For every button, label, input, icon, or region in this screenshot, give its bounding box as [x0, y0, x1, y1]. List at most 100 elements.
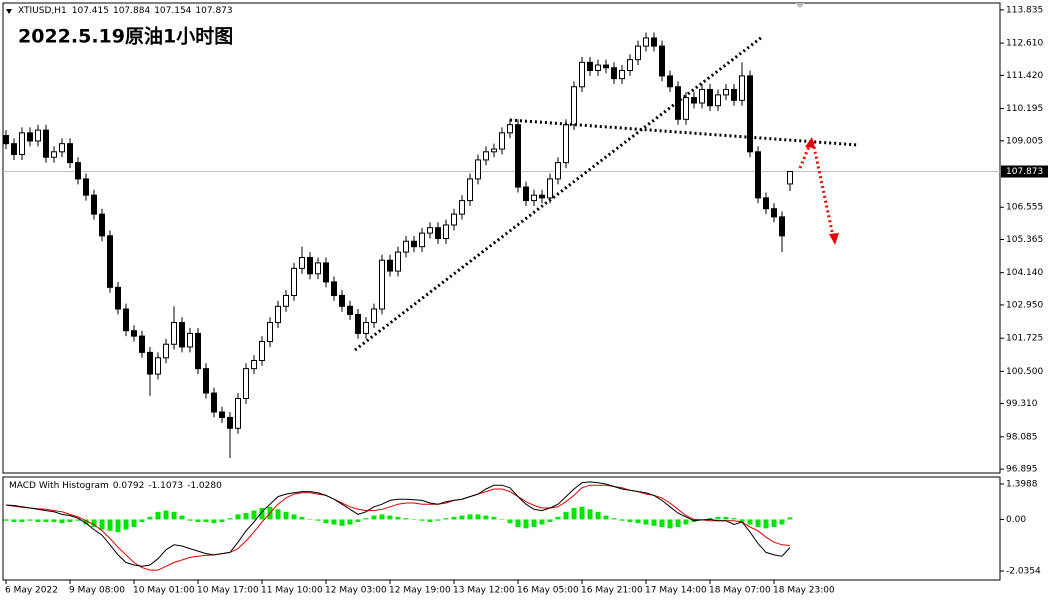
candle-body — [483, 151, 489, 161]
x-tick-label: 10 May 01:00 — [133, 586, 195, 596]
macd-line — [5, 481, 791, 567]
histogram-bar — [371, 515, 377, 520]
candle-body — [43, 129, 49, 158]
candle-body — [347, 305, 353, 315]
candle-body — [131, 330, 137, 337]
candle-body — [243, 368, 249, 399]
histogram-bar — [611, 518, 617, 520]
candle-body — [467, 178, 473, 202]
y-tick-label: 113.835 — [1006, 5, 1043, 15]
y-tick-label: 1.3988 — [1006, 479, 1038, 489]
macd-title: MACD With Histogram — [9, 481, 109, 491]
histogram-bar — [531, 519, 537, 528]
candle-body — [763, 197, 769, 210]
candle-body — [539, 194, 545, 199]
x-tick-label: 6 May 2022 — [5, 586, 58, 596]
candle-body — [515, 124, 521, 188]
histogram-bar — [51, 519, 57, 522]
histogram-bar — [651, 519, 657, 526]
candle-body — [283, 294, 289, 307]
annotations — [354, 35, 859, 352]
histogram-bar — [619, 519, 625, 521]
candle-body — [299, 257, 305, 269]
candle-body — [643, 37, 649, 47]
histogram-bar — [483, 515, 489, 520]
candle-body — [419, 232, 425, 248]
y-tick-label: 109.005 — [1006, 136, 1043, 146]
candle-body — [203, 368, 209, 394]
histogram-bar — [27, 519, 33, 521]
last-price-label: 107.873 — [1006, 167, 1043, 177]
last-close: 107.873 — [195, 6, 232, 16]
histogram-bar — [427, 519, 433, 522]
y-tick-label: -2.0354 — [1006, 566, 1041, 576]
candle-body — [555, 162, 561, 180]
candle-body — [531, 194, 537, 202]
histogram-bar — [339, 519, 345, 526]
candle-body — [187, 332, 193, 348]
candle-body — [587, 61, 593, 71]
candle-body — [563, 124, 569, 164]
histogram-bar — [571, 508, 577, 520]
histogram-bar — [171, 511, 177, 520]
histogram-bar — [299, 516, 305, 520]
histogram-bar — [227, 518, 233, 520]
candle-body — [275, 305, 281, 324]
histogram-bar — [315, 519, 321, 521]
histogram-bar — [555, 516, 561, 520]
candle-body — [235, 397, 241, 429]
histogram-bar — [467, 514, 473, 520]
candle-body — [91, 194, 97, 215]
histogram-bar — [59, 519, 65, 524]
main-panel-frame — [2, 2, 1001, 474]
macd-last: -1.1073 — [148, 481, 183, 491]
x-tick-label: 17 May 14:00 — [645, 586, 707, 596]
histogram-bar — [563, 511, 569, 520]
candle-body — [411, 240, 417, 248]
histogram-bar — [587, 509, 593, 520]
histogram-bar — [3, 519, 9, 521]
candle-body — [683, 97, 689, 120]
candle-body — [523, 186, 529, 202]
histogram-bar — [723, 516, 729, 520]
y-tick-label: 102.950 — [1006, 300, 1043, 310]
candle-body — [739, 75, 745, 101]
histogram-bar — [387, 515, 393, 520]
histogram-bar — [763, 519, 769, 529]
histogram-bar — [419, 519, 425, 521]
candle-body — [403, 240, 409, 253]
y-tick-label: 104.140 — [1006, 268, 1043, 278]
candle-body — [147, 351, 153, 375]
candle-body — [75, 162, 81, 180]
histogram-bar — [683, 519, 689, 525]
histogram-bar — [259, 508, 265, 520]
x-tick-label: 10 May 17:00 — [197, 586, 259, 596]
histogram-bar — [403, 518, 409, 520]
candle-body — [387, 259, 393, 272]
histogram-bar — [355, 519, 361, 522]
histogram-bar — [395, 516, 401, 520]
histogram-bar — [291, 514, 297, 520]
down-arrowhead — [829, 233, 839, 245]
candle-body — [491, 148, 497, 153]
y-tick-label: 111.420 — [1006, 71, 1043, 81]
histogram-bar — [123, 519, 129, 530]
candle-body — [3, 135, 9, 145]
candle-body — [547, 178, 553, 199]
candle-body — [211, 392, 217, 413]
histogram-bar — [739, 519, 745, 522]
histogram-bar — [643, 519, 649, 525]
y-tick-label: 99.310 — [1006, 399, 1038, 409]
candle-body — [595, 64, 601, 71]
histogram-bar — [11, 519, 17, 522]
candle-body — [19, 132, 25, 156]
candle-body — [755, 151, 761, 199]
histogram-bar — [91, 519, 97, 528]
y-tick-label: 110.195 — [1006, 104, 1043, 114]
neckline — [509, 118, 859, 147]
hist-last: 0.0792 — [113, 481, 145, 491]
candle-body — [267, 322, 273, 343]
histogram-bar — [499, 519, 505, 520]
x-tick-label: 16 May 05:00 — [517, 586, 579, 596]
